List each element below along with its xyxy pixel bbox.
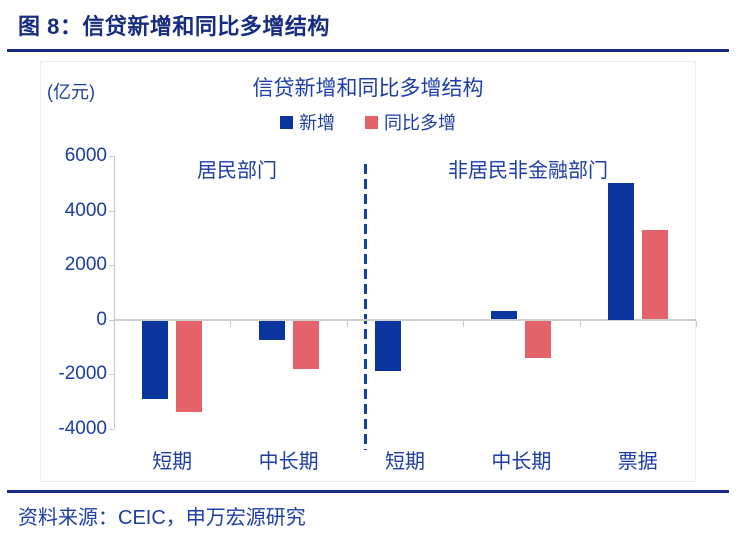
section-label-resident: 居民部门 [197,160,277,182]
y-axis-tick [109,265,114,266]
bar-新增-3 [491,311,518,320]
chart-container: (亿元) 信贷新增和同比多增结构 新增 同比多增 居民部门 非居民非金融部门 60… [40,61,697,482]
x-category-label: 短期 [152,450,193,473]
source-note: 资料来源：CEIC，申万宏源研究 [18,507,306,529]
y-axis-tick [109,319,114,321]
x-axis-line [114,318,696,321]
bar-同比多增-4 [641,229,668,320]
y-axis-tick [109,210,114,212]
x-axis-tick [230,320,232,327]
legend-swatch-icon [280,115,293,129]
legend-item-1: 同比多增 [365,109,456,135]
bar-新增-1 [258,320,285,340]
chart-legend: 新增 同比多增 [41,109,695,135]
y-tick-label: -4000 [58,417,107,439]
bar-同比多增-3 [525,320,552,358]
y-axis-tick [109,374,114,375]
bar-新增-4 [607,183,634,320]
header-rule [7,49,729,52]
figure-heading: 图 8：信贷新增和同比多增结构 [18,14,330,39]
legend-item-0: 新增 [280,109,335,135]
y-axis-unit-label: (亿元) [47,82,95,102]
section-label-nonresident: 非居民非金融部门 [448,160,608,182]
footer-rule [7,490,729,493]
bar-同比多增-0 [176,320,203,413]
y-tick-label: 4000 [64,199,107,221]
x-axis-tick [463,320,465,327]
chart-title: 信贷新增和同比多增结构 [252,77,484,100]
x-axis-tick [696,320,697,327]
legend-label: 同比多增 [384,113,456,133]
y-axis-line [114,156,115,429]
y-tick-label: -2000 [58,363,107,384]
section-divider-line [364,164,367,450]
bar-新增-2 [375,320,401,372]
x-category-label: 票据 [617,450,658,473]
legend-swatch-icon [365,115,378,129]
bar-同比多增-1 [292,320,319,369]
legend-label: 新增 [299,113,335,133]
y-tick-label: 6000 [64,145,107,166]
y-tick-label: 0 [96,308,107,330]
x-axis-tick [579,320,581,327]
x-axis-tick [346,320,348,327]
x-category-label: 中长期 [491,450,552,473]
y-tick-label: 2000 [64,254,107,275]
x-category-label: 短期 [385,450,425,473]
y-axis-tick [109,156,114,157]
bar-新增-0 [142,320,169,399]
x-axis-tick [114,320,115,327]
x-category-label: 中长期 [258,450,319,473]
y-axis-tick [109,428,114,430]
